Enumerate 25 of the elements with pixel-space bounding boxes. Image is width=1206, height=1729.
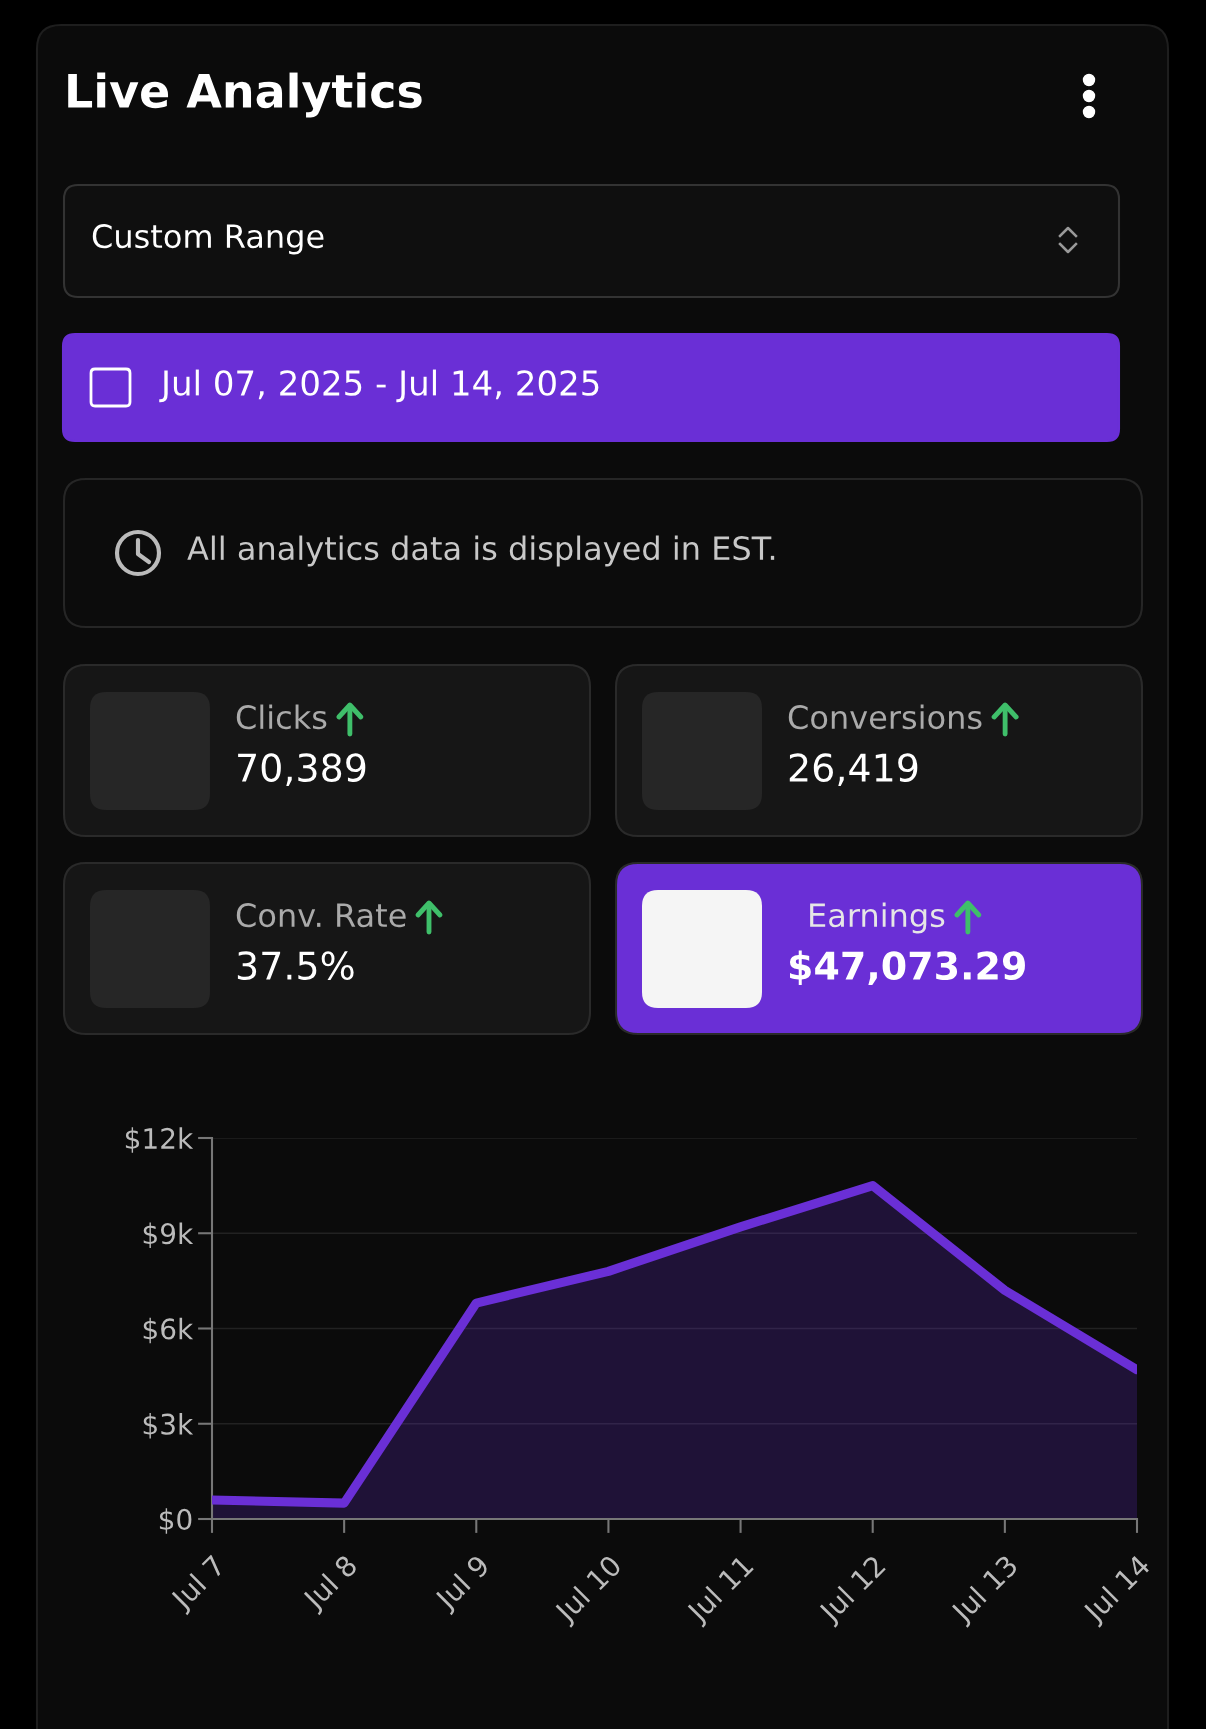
x-tick-label: Jul 10	[552, 1553, 627, 1628]
text: All analytics data is displayed in EST.	[187, 535, 775, 567]
x-tick-label: Jul 11	[684, 1554, 758, 1628]
text: 37.5%	[237, 951, 354, 981]
text: Earnings	[810, 902, 945, 934]
text: $47,073.29	[789, 950, 1025, 986]
text: Clicks	[236, 704, 327, 730]
text: Jul 07, 2025 - Jul 14, 2025	[159, 369, 599, 403]
y-tick-label: $0	[159, 1508, 192, 1534]
text: Live Analytics	[68, 72, 422, 118]
y-tick-label: $9k	[143, 1222, 194, 1248]
x-tick-label: Jul 13	[948, 1553, 1023, 1628]
x-tick-label: Jul 12	[816, 1554, 890, 1628]
text: Conversions	[788, 704, 982, 730]
text: Custom Range	[92, 224, 324, 255]
y-tick-label: $3k	[143, 1413, 194, 1439]
y-tick-label: $6k	[143, 1317, 194, 1344]
x-tick-label: Jul 14	[1080, 1553, 1155, 1628]
x-tick-label: Jul 9	[432, 1553, 494, 1616]
text: 26,419	[789, 753, 918, 786]
text: Conv. Rate	[236, 903, 406, 928]
text: 70,389	[238, 753, 366, 786]
x-tick-label: Jul 8	[300, 1553, 362, 1616]
x-tick-label: Jul 7	[168, 1554, 230, 1616]
y-tick-label: $12k	[125, 1127, 194, 1153]
